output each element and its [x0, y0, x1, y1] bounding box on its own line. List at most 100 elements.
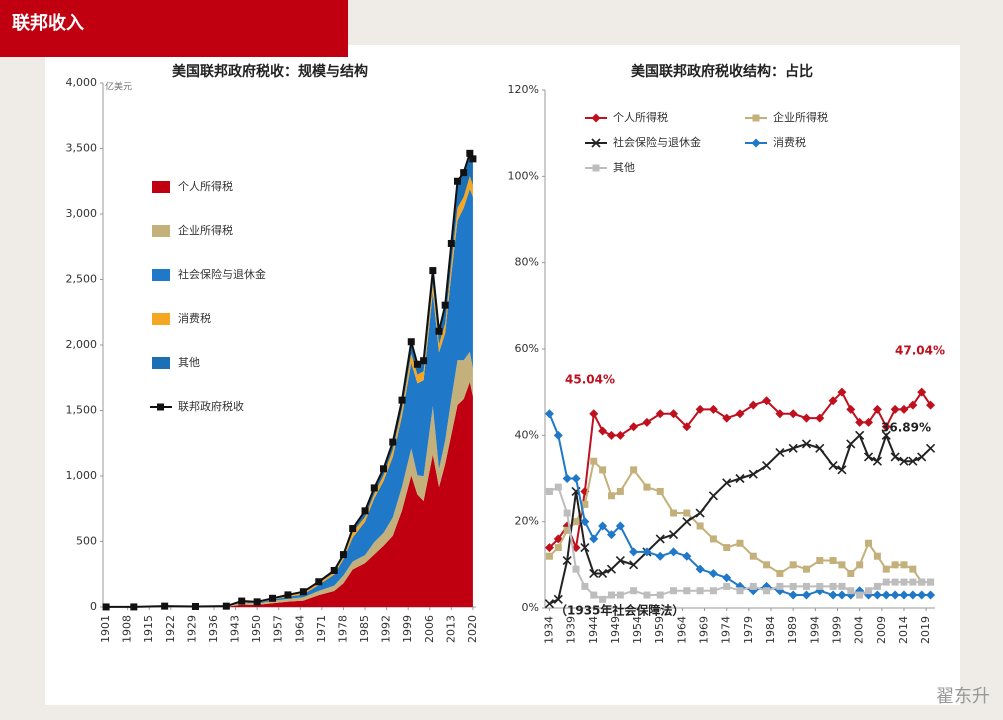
x-tick-label: 1954: [631, 616, 644, 644]
annotation: （1935年社会保障法）: [555, 603, 684, 618]
marker: [856, 591, 864, 599]
marker: [598, 521, 608, 531]
x-tick-label: 2020: [466, 615, 479, 643]
legend-label: 个人所得税: [613, 110, 668, 124]
marker: [629, 560, 639, 570]
marker: [873, 552, 881, 560]
marker: [683, 509, 691, 517]
marker: [801, 439, 812, 449]
marker: [695, 564, 705, 574]
marker: [723, 544, 731, 552]
marker: [763, 587, 771, 595]
x-tick-label: 1957: [272, 615, 285, 643]
marker: [682, 422, 692, 432]
y-tick-label: 1,500: [66, 404, 98, 417]
x-tick-label: 1915: [142, 615, 155, 643]
marker: [299, 588, 307, 596]
y-tick-label: 4,000: [66, 76, 98, 89]
marker: [670, 587, 678, 595]
x-tick-label: 1934: [542, 616, 555, 644]
marker: [589, 534, 599, 544]
marker: [918, 578, 926, 586]
marker: [544, 599, 554, 609]
marker: [816, 582, 824, 590]
marker: [407, 338, 415, 346]
x-tick-label: 2019: [919, 616, 932, 644]
x-tick-label: 1978: [336, 615, 349, 643]
marker: [469, 155, 477, 163]
marker: [846, 439, 856, 449]
marker: [370, 484, 378, 492]
marker: [599, 595, 607, 603]
marker: [191, 602, 199, 610]
marker: [899, 404, 909, 414]
legend-swatch: [152, 269, 170, 281]
marker: [735, 473, 745, 484]
x-tick-label: 1985: [358, 615, 371, 643]
x-tick-label: 1989: [786, 616, 799, 644]
legend-swatch: [152, 225, 170, 237]
marker: [762, 396, 772, 406]
marker: [571, 474, 581, 483]
marker: [872, 590, 882, 600]
marker: [606, 564, 617, 574]
marker: [615, 430, 625, 440]
marker: [872, 404, 882, 414]
marker: [815, 413, 825, 423]
marker: [630, 466, 638, 474]
marker: [682, 551, 692, 561]
marker: [554, 483, 562, 491]
marker: [361, 507, 369, 515]
marker: [908, 590, 918, 600]
marker: [890, 404, 900, 414]
marker: [900, 561, 908, 569]
marker: [580, 543, 590, 553]
legend-marker: [752, 114, 760, 122]
marker: [873, 582, 881, 590]
marker: [413, 360, 421, 368]
marker: [590, 457, 598, 465]
marker: [847, 587, 855, 595]
marker: [655, 534, 665, 544]
y-tick-label: 2,500: [66, 273, 98, 286]
marker: [722, 413, 732, 423]
marker: [776, 569, 784, 577]
annotation: 36.89%: [881, 421, 931, 435]
marker: [544, 543, 554, 553]
marker: [828, 396, 838, 406]
marker: [669, 409, 679, 419]
marker: [607, 591, 615, 599]
header-title: 联邦收入: [12, 12, 84, 34]
marker: [776, 582, 784, 590]
marker: [908, 400, 918, 410]
x-tick-label: 1971: [315, 615, 328, 643]
marker: [917, 590, 927, 600]
x-tick-label: 1929: [185, 615, 198, 643]
area: [106, 381, 473, 607]
marker: [872, 456, 882, 466]
marker: [856, 561, 864, 569]
marker: [926, 400, 936, 410]
marker: [926, 443, 936, 453]
x-tick-label: 1901: [99, 615, 112, 643]
marker: [709, 587, 717, 595]
marker: [572, 518, 580, 526]
marker: [253, 598, 261, 606]
marker: [642, 417, 652, 427]
marker: [222, 602, 230, 610]
marker: [865, 539, 873, 547]
marker: [917, 387, 927, 397]
marker: [829, 582, 837, 590]
watermark: 翟东升: [936, 686, 990, 707]
legend-swatch: [152, 357, 170, 369]
annotation: 45.04%: [565, 373, 615, 387]
marker: [695, 404, 705, 414]
legend-label: 社会保险与退休金: [178, 267, 266, 281]
legend-marker: [592, 164, 600, 172]
y-tick-label: 0: [90, 600, 97, 613]
marker: [284, 591, 292, 599]
y-tick-label: 3,500: [66, 142, 98, 155]
marker: [616, 487, 624, 495]
marker: [606, 430, 616, 440]
marker: [838, 561, 846, 569]
